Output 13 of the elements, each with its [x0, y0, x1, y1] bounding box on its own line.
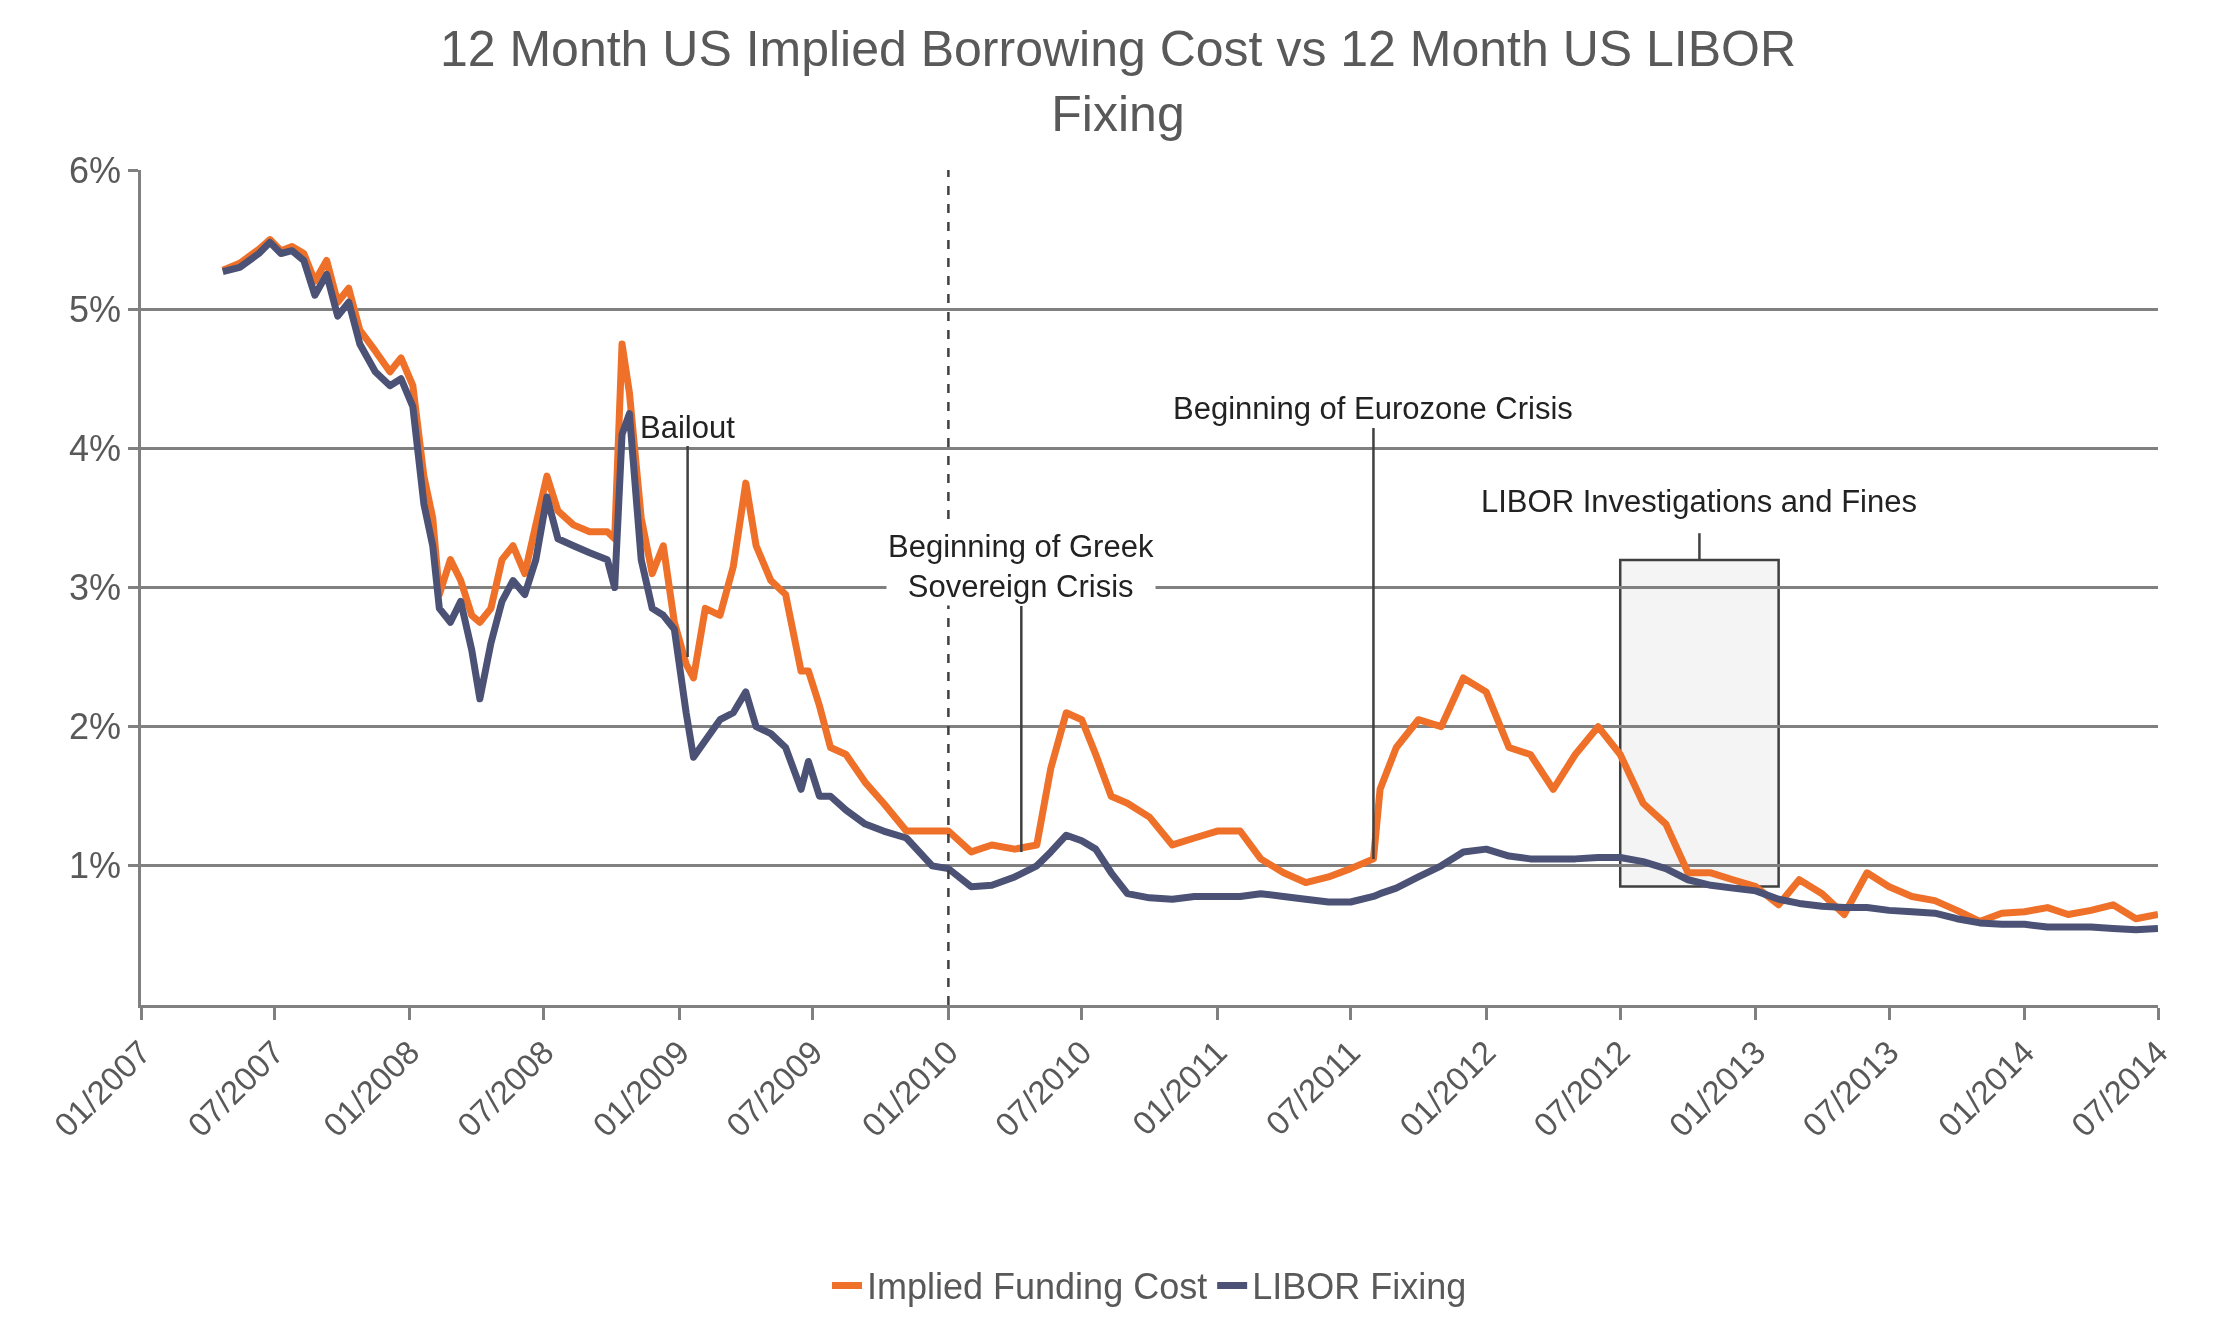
- y-tick-label: 2%: [69, 706, 122, 748]
- annotation: Beginning of Eurozone Crisis: [1173, 391, 1573, 426]
- y-tick-label: 4%: [69, 427, 122, 469]
- y-tick-label: 1%: [69, 845, 122, 887]
- annotation: Bailout: [640, 410, 736, 445]
- legend-label: LIBOR Fixing: [1252, 1266, 1467, 1308]
- annotation: Beginning of Greek Sovereign Crisis: [888, 529, 1154, 605]
- y-tick-label: 3%: [69, 567, 122, 609]
- band-label: LIBOR Investigations and Fines: [1481, 484, 1917, 519]
- y-tick-label: 5%: [69, 288, 122, 330]
- legend-label: Implied Funding Cost: [867, 1266, 1208, 1308]
- y-tick-label: 6%: [69, 149, 122, 191]
- chart-title: 12 Month US Implied Borrowing Cost vs 12 Month US LIBOR Fixing: [439, 21, 1797, 143]
